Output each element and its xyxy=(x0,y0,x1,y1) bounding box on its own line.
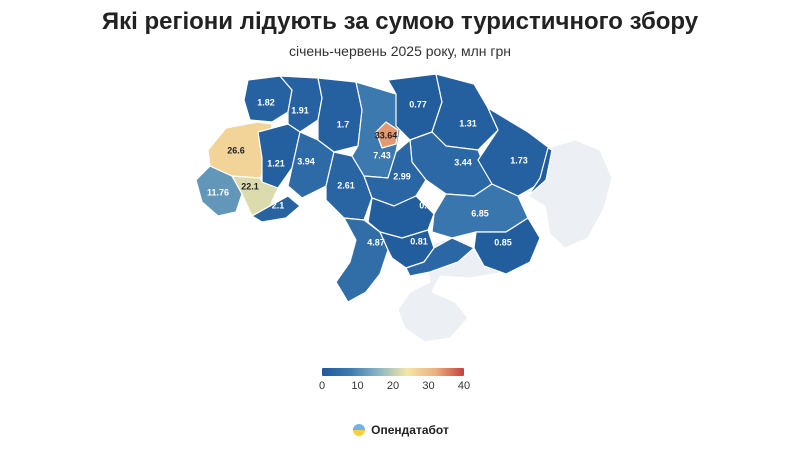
value-label-kyiv-city: 33.64 xyxy=(375,130,398,140)
value-label-cherkasy: 2.99 xyxy=(393,171,411,181)
value-label-kirovohrad: 0.84 xyxy=(419,200,437,210)
color-legend: 0 10 20 30 40 xyxy=(318,368,470,396)
region-odesa[interactable] xyxy=(335,217,389,303)
value-label-ternopil: 1.21 xyxy=(267,158,285,168)
legend-gradient-bar xyxy=(322,368,464,376)
region-ivano-frankivsk[interactable] xyxy=(231,175,279,217)
value-label-kharkiv: 1.73 xyxy=(510,155,528,165)
value-label-rivne: 1.91 xyxy=(291,105,309,115)
legend-tick-label: 10 xyxy=(351,380,364,392)
value-label-ivano-frankivsk: 22.1 xyxy=(241,181,259,191)
value-label-khmelnytskyi: 3.94 xyxy=(297,156,315,166)
value-label-zhytomyr: 1.7 xyxy=(337,119,350,129)
value-label-volyn: 1.82 xyxy=(257,97,275,107)
region-zhytomyr[interactable] xyxy=(317,77,363,153)
legend-tick-label: 30 xyxy=(422,380,435,392)
value-label-lviv: 26.6 xyxy=(227,145,245,155)
region-donetsk[interactable] xyxy=(527,147,553,197)
page-title: Які регіони лідують за сумою туристичног… xyxy=(101,8,699,35)
value-label-zaporizhzhia: 0.85 xyxy=(494,237,512,247)
page-subtitle: січень-червень 2025 року, млн грн xyxy=(288,43,512,59)
value-label-chernivtsi: 2.1 xyxy=(272,200,285,210)
legend-tick-label: 40 xyxy=(457,380,471,392)
value-label-vinnytsia: 2.61 xyxy=(337,180,355,190)
legend-tick-label: 20 xyxy=(386,380,400,392)
opendatabot-logo-icon xyxy=(353,424,366,436)
value-label-zakarpattia: 11.76 xyxy=(207,187,229,197)
region-chernivtsi[interactable] xyxy=(251,195,301,223)
value-label-dnipropetrovsk: 6.85 xyxy=(471,208,489,218)
region-kyiv-city[interactable] xyxy=(375,121,399,149)
legend-tick-label: 0 xyxy=(318,380,326,392)
value-label-kyiv-oblast: 7.43 xyxy=(373,150,391,160)
brand-footer: Опендатабот xyxy=(0,422,800,438)
region-ternopil[interactable] xyxy=(257,123,301,189)
brand-name: Опендатабот xyxy=(371,423,449,437)
value-label-odesa: 4.87 xyxy=(367,237,385,247)
region-sumy[interactable] xyxy=(431,73,499,151)
region-zaporizhzhia[interactable] xyxy=(473,217,541,275)
value-label-poltava: 3.44 xyxy=(454,157,472,167)
legend-ticks: 0 10 20 30 40 xyxy=(318,380,470,396)
value-label-sumy: 1.31 xyxy=(459,118,477,128)
value-label-chernihiv: 0.77 xyxy=(409,99,427,109)
region-kharkiv[interactable] xyxy=(477,107,553,197)
value-label-mykolaiv: 0.81 xyxy=(410,236,428,246)
